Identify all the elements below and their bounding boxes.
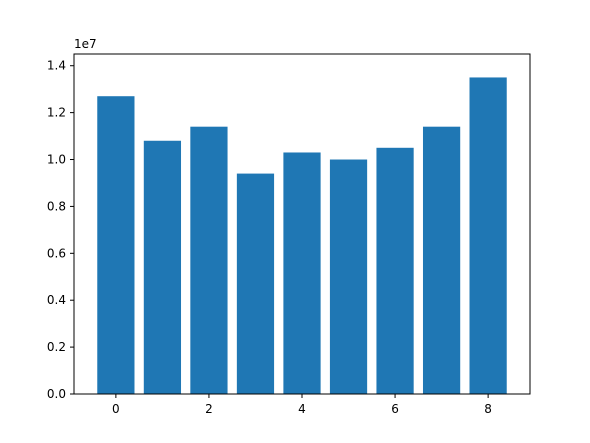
y-tick-label: 0.0 — [47, 387, 66, 401]
y-tick-label: 0.2 — [47, 340, 66, 354]
y-axis: 0.0 0.2 0.4 0.6 0.8 1.0 1.2 1.4 — [47, 59, 74, 401]
bar-8 — [469, 77, 507, 394]
bar-7 — [422, 126, 461, 395]
y-tick-label: 0.6 — [47, 246, 66, 260]
x-tick-label: 6 — [391, 402, 399, 416]
bar-2 — [190, 126, 228, 395]
y-tick-label: 0.4 — [47, 293, 66, 307]
bars-group — [97, 77, 507, 395]
bar-0 — [97, 96, 135, 394]
y-tick-label: 1.0 — [47, 153, 66, 167]
bar-6 — [376, 147, 414, 394]
bar-5 — [329, 159, 368, 394]
y-tick-label: 0.8 — [47, 199, 66, 213]
y-tick-label: 1.4 — [47, 59, 66, 73]
x-tick-label: 4 — [298, 402, 306, 416]
y-offset-label: 1e7 — [74, 37, 97, 51]
x-tick-label: 0 — [112, 402, 120, 416]
x-tick-label: 8 — [484, 402, 492, 416]
bar-3 — [236, 173, 275, 394]
x-axis: 0 2 4 6 8 — [112, 394, 492, 416]
y-tick-label: 1.2 — [47, 106, 66, 120]
bar-4 — [283, 152, 321, 394]
bar-1 — [143, 140, 182, 394]
x-tick-label: 2 — [205, 402, 213, 416]
